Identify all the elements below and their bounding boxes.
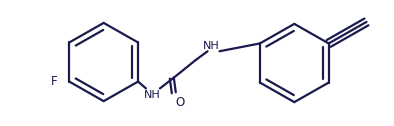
- Text: NH: NH: [203, 41, 220, 51]
- Text: F: F: [51, 75, 58, 88]
- Text: NH: NH: [143, 90, 160, 100]
- Text: O: O: [175, 96, 184, 109]
